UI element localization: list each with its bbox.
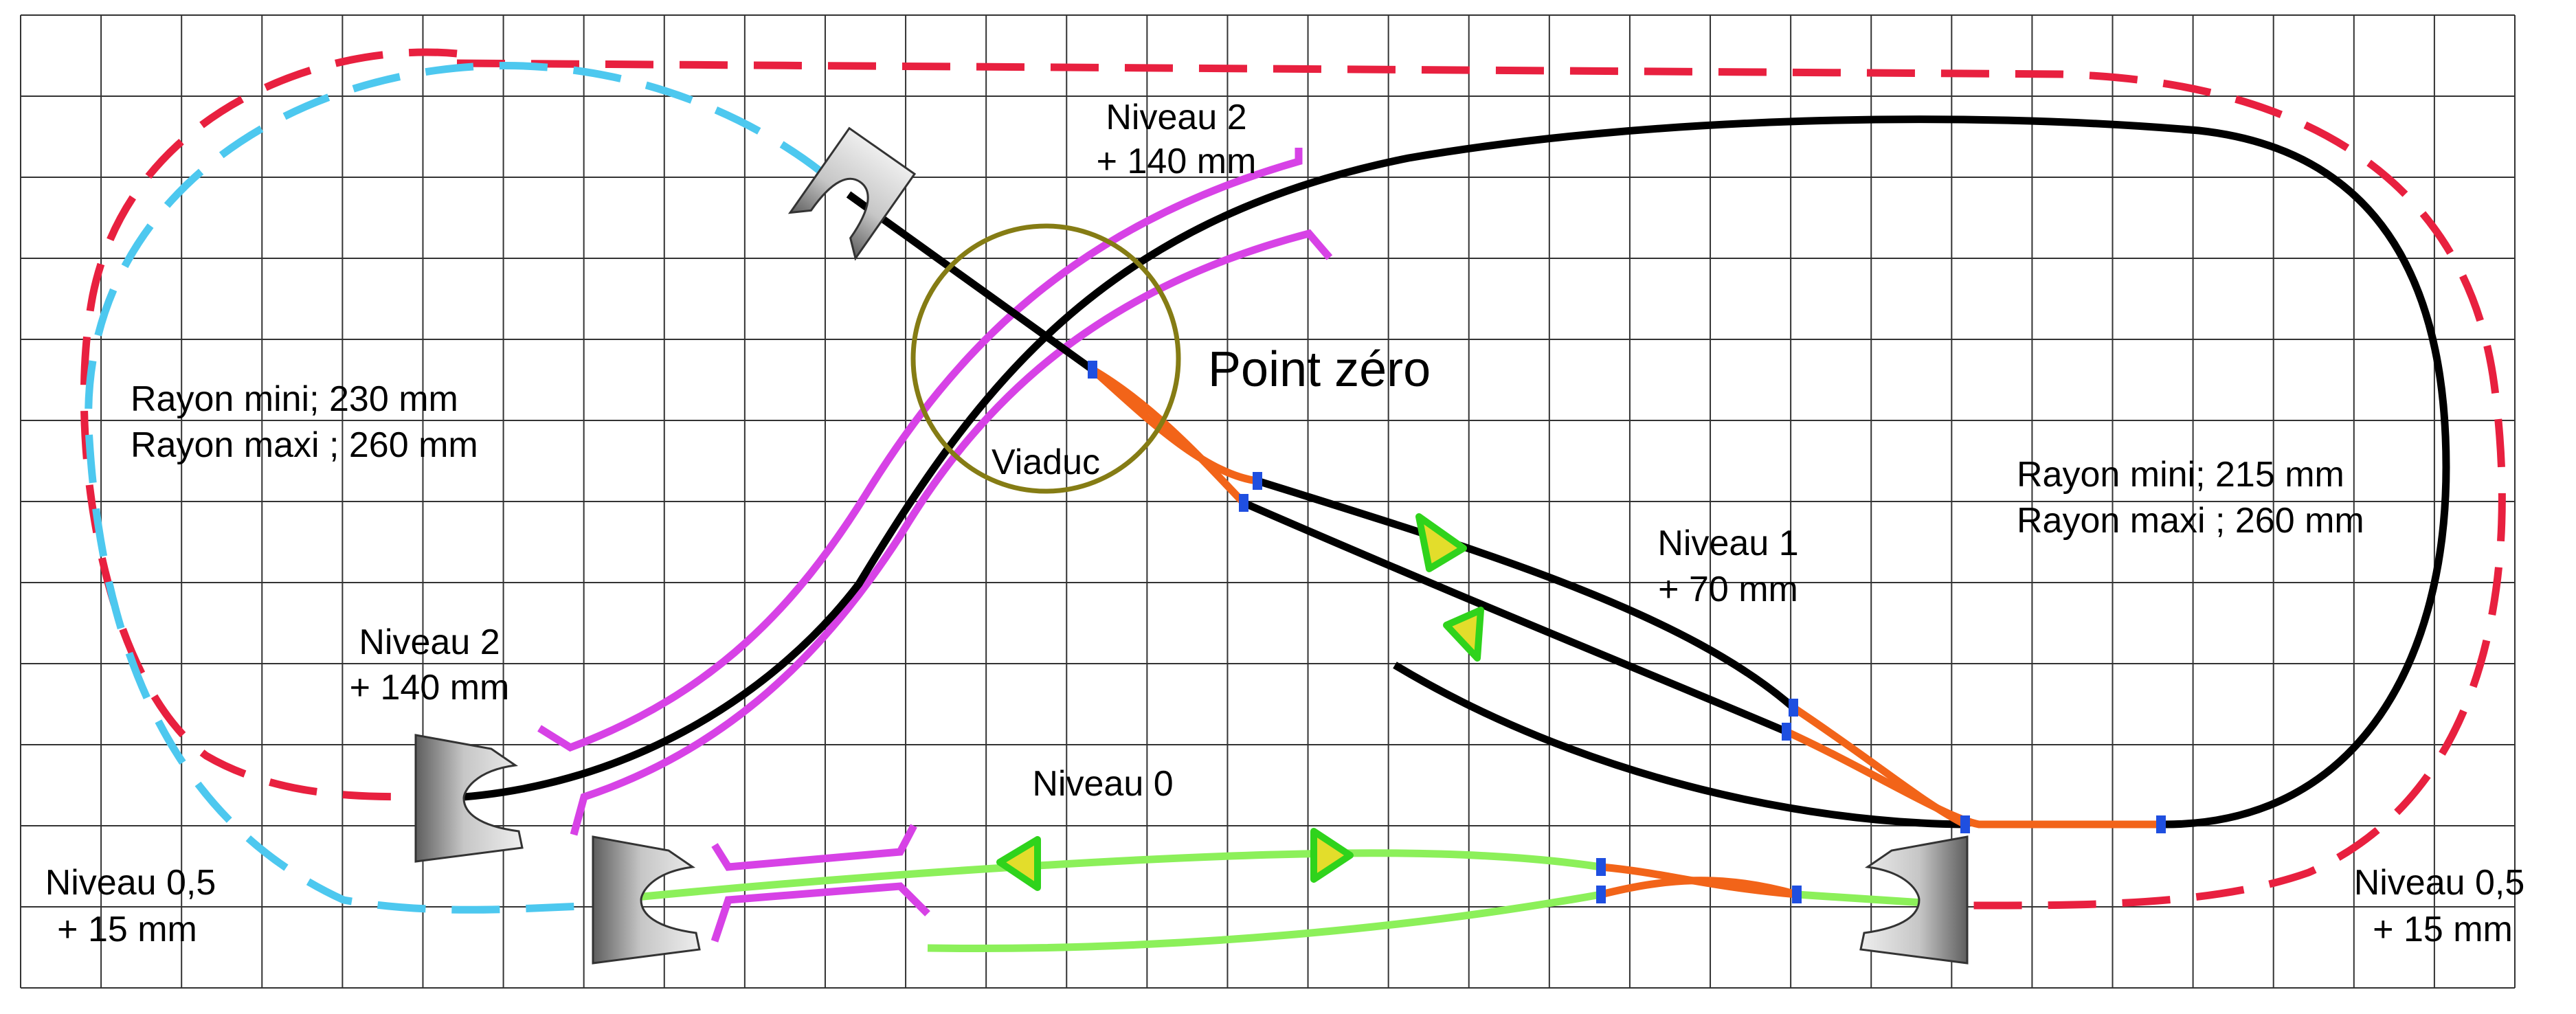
level0-guard-lower	[710, 882, 930, 943]
rail-joint-icon	[1789, 699, 1798, 717]
radius-left-label-line2: Rayon maxi ; 260 mm	[131, 425, 478, 465]
level2-top-label-line2: + 140 mm	[1097, 142, 1257, 181]
level0-track-lower	[927, 890, 1602, 952]
rail-joint-icon	[1088, 361, 1097, 379]
direction-arrow-icon	[1415, 513, 1467, 572]
hidden-track-inner-dashed	[85, 62, 824, 914]
direction-arrow-icon	[1415, 513, 1467, 572]
turnout-lower-b	[1600, 877, 1798, 899]
track-bumper-stop-icon	[414, 734, 524, 863]
viaduct-zone-circle	[910, 223, 1181, 494]
rail-joint-icon	[2156, 815, 2166, 833]
level1-label-line1: Niveau 1	[1657, 523, 1798, 563]
level0-label: Niveau 0	[1032, 764, 1173, 804]
rail-joint-icon	[1596, 886, 1606, 903]
rail-joint-icon	[1239, 494, 1248, 512]
track-bumper-stop-icon	[1859, 835, 1969, 965]
rail-joints	[1088, 361, 2166, 903]
track-bumper-stop-icon	[592, 835, 701, 965]
hidden-track-outer-dashed	[80, 48, 458, 801]
track-bumper-stop-icon	[787, 126, 917, 261]
rail-joint-icon	[1253, 472, 1262, 490]
main-track-siding-upper	[1256, 477, 1796, 711]
level2-top-label-line1: Niveau 2	[1106, 98, 1246, 137]
direction-arrow-icon	[1310, 828, 1354, 883]
main-track-crossing-spur	[846, 191, 1095, 373]
level05-right-label-line1: Niveau 0,5	[2354, 863, 2525, 903]
viaduct-label: Viaduc	[992, 442, 1100, 482]
rail-joint-icon	[1960, 815, 1970, 833]
turnout-upper-left-b	[1090, 366, 1246, 506]
direction-arrow-icon	[1310, 828, 1354, 883]
rail-joint-icon	[1596, 858, 1606, 876]
direction-arrow-icon	[996, 836, 1041, 891]
level2-left-label-line1: Niveau 2	[359, 622, 500, 662]
direction-arrow-icon	[1443, 607, 1484, 662]
level05-left-label-line1: Niveau 0,5	[45, 863, 216, 903]
point-zero-label: Point zéro	[1208, 342, 1431, 397]
level0-guard-upper	[711, 824, 917, 871]
turnout-upper-left-a	[1090, 366, 1258, 485]
radius-left-label-line1: Rayon mini; 230 mm	[131, 379, 458, 419]
level2-left-label-line2: + 140 mm	[350, 668, 510, 708]
main-track-siding-lower	[1393, 662, 1966, 829]
radius-right-label-line2: Rayon maxi ; 260 mm	[2017, 501, 2364, 541]
direction-arrow-icon	[996, 836, 1041, 891]
main-track-siding-middle	[1242, 499, 1789, 736]
level0-track-upper	[635, 849, 1602, 901]
hidden-track-outer-dashed-right	[456, 59, 2506, 910]
rail-joint-icon	[1782, 723, 1791, 741]
direction-arrow-icon	[1443, 607, 1484, 662]
rail-joint-icon	[1792, 886, 1802, 903]
level1-label-line2: + 70 mm	[1658, 570, 1798, 609]
main-track-upper-loop	[443, 115, 2450, 829]
level05-right-label-line2: + 15 mm	[2373, 910, 2513, 949]
viaduct-guard-rail-inner	[570, 229, 1333, 836]
viaduct-guard-rail-outer	[537, 148, 1303, 752]
level05-left-label-line2: + 15 mm	[57, 910, 197, 949]
radius-right-label-line1: Rayon mini; 215 mm	[2017, 455, 2344, 495]
